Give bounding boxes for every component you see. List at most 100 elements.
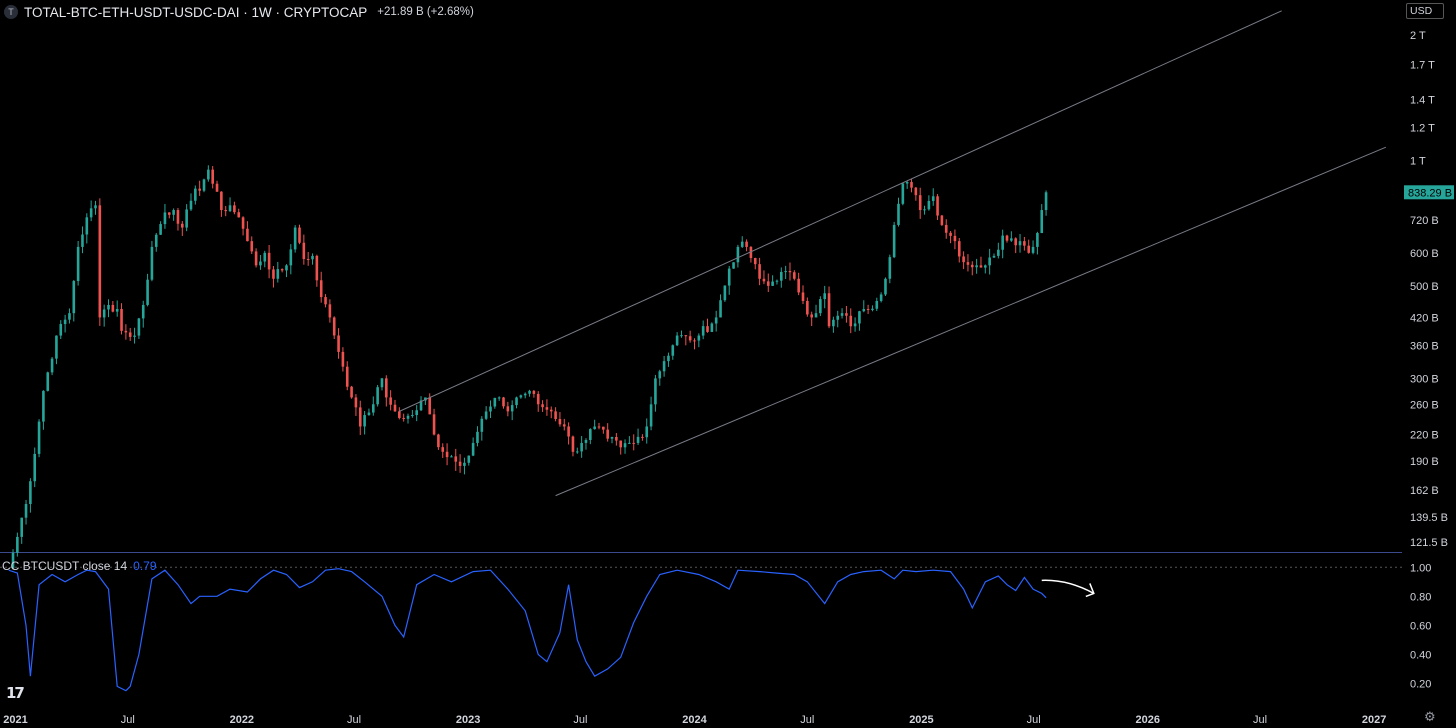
candle-body xyxy=(871,308,874,310)
candle-body xyxy=(376,387,379,405)
candle-body xyxy=(1010,238,1013,241)
candle-body xyxy=(788,271,792,273)
candle-body xyxy=(749,246,753,259)
annotation-arrow-head xyxy=(1085,583,1095,598)
candles xyxy=(11,165,1048,570)
candle-body xyxy=(11,552,15,569)
candle-body xyxy=(1031,246,1035,253)
price-tick-label: 1 T xyxy=(1410,155,1426,167)
candle-body xyxy=(593,426,596,430)
candle-body xyxy=(159,224,162,235)
time-tick-label: 2025 xyxy=(909,714,933,726)
candle-body xyxy=(884,278,887,295)
price-tick-label: 190 B xyxy=(1410,456,1439,468)
candle-body xyxy=(172,210,175,215)
candle-body xyxy=(758,264,761,279)
candle-body xyxy=(810,314,813,318)
candle-body xyxy=(424,397,427,401)
candle-body xyxy=(68,313,71,320)
candle-body xyxy=(185,209,188,228)
candle-body xyxy=(875,300,879,309)
candle-body xyxy=(484,411,488,419)
candle-body xyxy=(680,335,683,337)
candle-body xyxy=(515,397,518,406)
price-tick-label: 1.7 T xyxy=(1410,59,1435,71)
candle-body xyxy=(606,429,609,439)
candle-body xyxy=(415,410,418,416)
candle-body xyxy=(628,442,631,444)
candle-body xyxy=(927,200,931,210)
price-tick-label: 1.4 T xyxy=(1410,94,1435,106)
candle-body xyxy=(584,439,588,443)
gear-icon[interactable]: ⚙ xyxy=(1424,709,1436,724)
price-tick-label: 139.5 B xyxy=(1410,512,1448,524)
time-tick-label: Jul xyxy=(347,714,361,726)
candle-body xyxy=(519,395,523,398)
candle-body xyxy=(658,371,662,379)
candle-body xyxy=(250,241,254,252)
candle-body xyxy=(120,309,123,331)
chart-header: T TOTAL-BTC-ETH-USDT-USDC-DAI · 1W · CRY… xyxy=(0,0,474,24)
candle-body xyxy=(393,404,397,412)
candle-body xyxy=(480,418,484,432)
candle-body xyxy=(940,215,944,225)
price-tick-label: 260 B xyxy=(1410,399,1439,411)
candle-body xyxy=(814,313,818,318)
candle-body xyxy=(879,294,883,301)
candle-body xyxy=(150,246,154,280)
candle-body xyxy=(957,241,961,257)
price-tick-label: 720 B xyxy=(1410,215,1439,227)
candle-body xyxy=(836,315,840,320)
candle-body xyxy=(632,442,636,444)
candle-body xyxy=(532,390,536,394)
candle-body xyxy=(1027,245,1031,253)
candle-body xyxy=(931,196,935,201)
indicator-name[interactable]: CC BTCUSDT close 14 xyxy=(2,559,128,573)
candle-body xyxy=(341,351,345,367)
candle-body xyxy=(541,404,544,408)
candle-body xyxy=(849,315,853,327)
time-tick-label: Jul xyxy=(1027,714,1041,726)
candle-body xyxy=(154,234,158,247)
candle-body xyxy=(602,426,605,430)
symbol-icon[interactable]: T xyxy=(4,5,18,19)
currency-selector[interactable]: USD xyxy=(1406,3,1444,19)
candle-body xyxy=(784,271,787,273)
candle-body xyxy=(667,355,670,362)
candle-body xyxy=(259,261,262,266)
candle-body xyxy=(675,335,679,346)
candle-body xyxy=(463,462,466,466)
candle-body xyxy=(827,293,831,327)
candle-body xyxy=(98,205,102,318)
candle-body xyxy=(276,269,280,279)
candle-body xyxy=(558,418,562,425)
candle-body xyxy=(918,195,922,211)
indicator-header[interactable]: CC BTCUSDT close 14 0.79 xyxy=(2,559,157,573)
candle-body xyxy=(233,205,236,213)
candle-body xyxy=(688,336,692,341)
candle-body xyxy=(962,256,965,263)
candle-body xyxy=(285,265,288,271)
candle-body xyxy=(202,179,206,191)
channel-line-upper xyxy=(399,10,1282,412)
candle-body xyxy=(371,404,375,413)
candle-body xyxy=(740,241,744,247)
tradingview-logo[interactable]: 17 xyxy=(6,684,25,702)
candle-body xyxy=(237,212,241,218)
candle-body xyxy=(137,318,141,336)
candle-body xyxy=(124,330,128,333)
candle-body xyxy=(59,324,63,336)
candle-body xyxy=(502,397,505,407)
candle-body xyxy=(289,249,293,266)
candle-body xyxy=(610,436,614,439)
candle-body xyxy=(37,421,41,454)
time-tick-label: Jul xyxy=(800,714,814,726)
price-tick-label: 600 B xyxy=(1410,248,1439,260)
price-tick-label: 360 B xyxy=(1410,340,1439,352)
candle-body xyxy=(970,264,974,268)
candle-body xyxy=(901,183,905,204)
candle-body xyxy=(63,319,67,325)
candle-body xyxy=(46,372,50,391)
symbol-title[interactable]: TOTAL-BTC-ETH-USDT-USDC-DAI · 1W · CRYPT… xyxy=(24,4,368,20)
